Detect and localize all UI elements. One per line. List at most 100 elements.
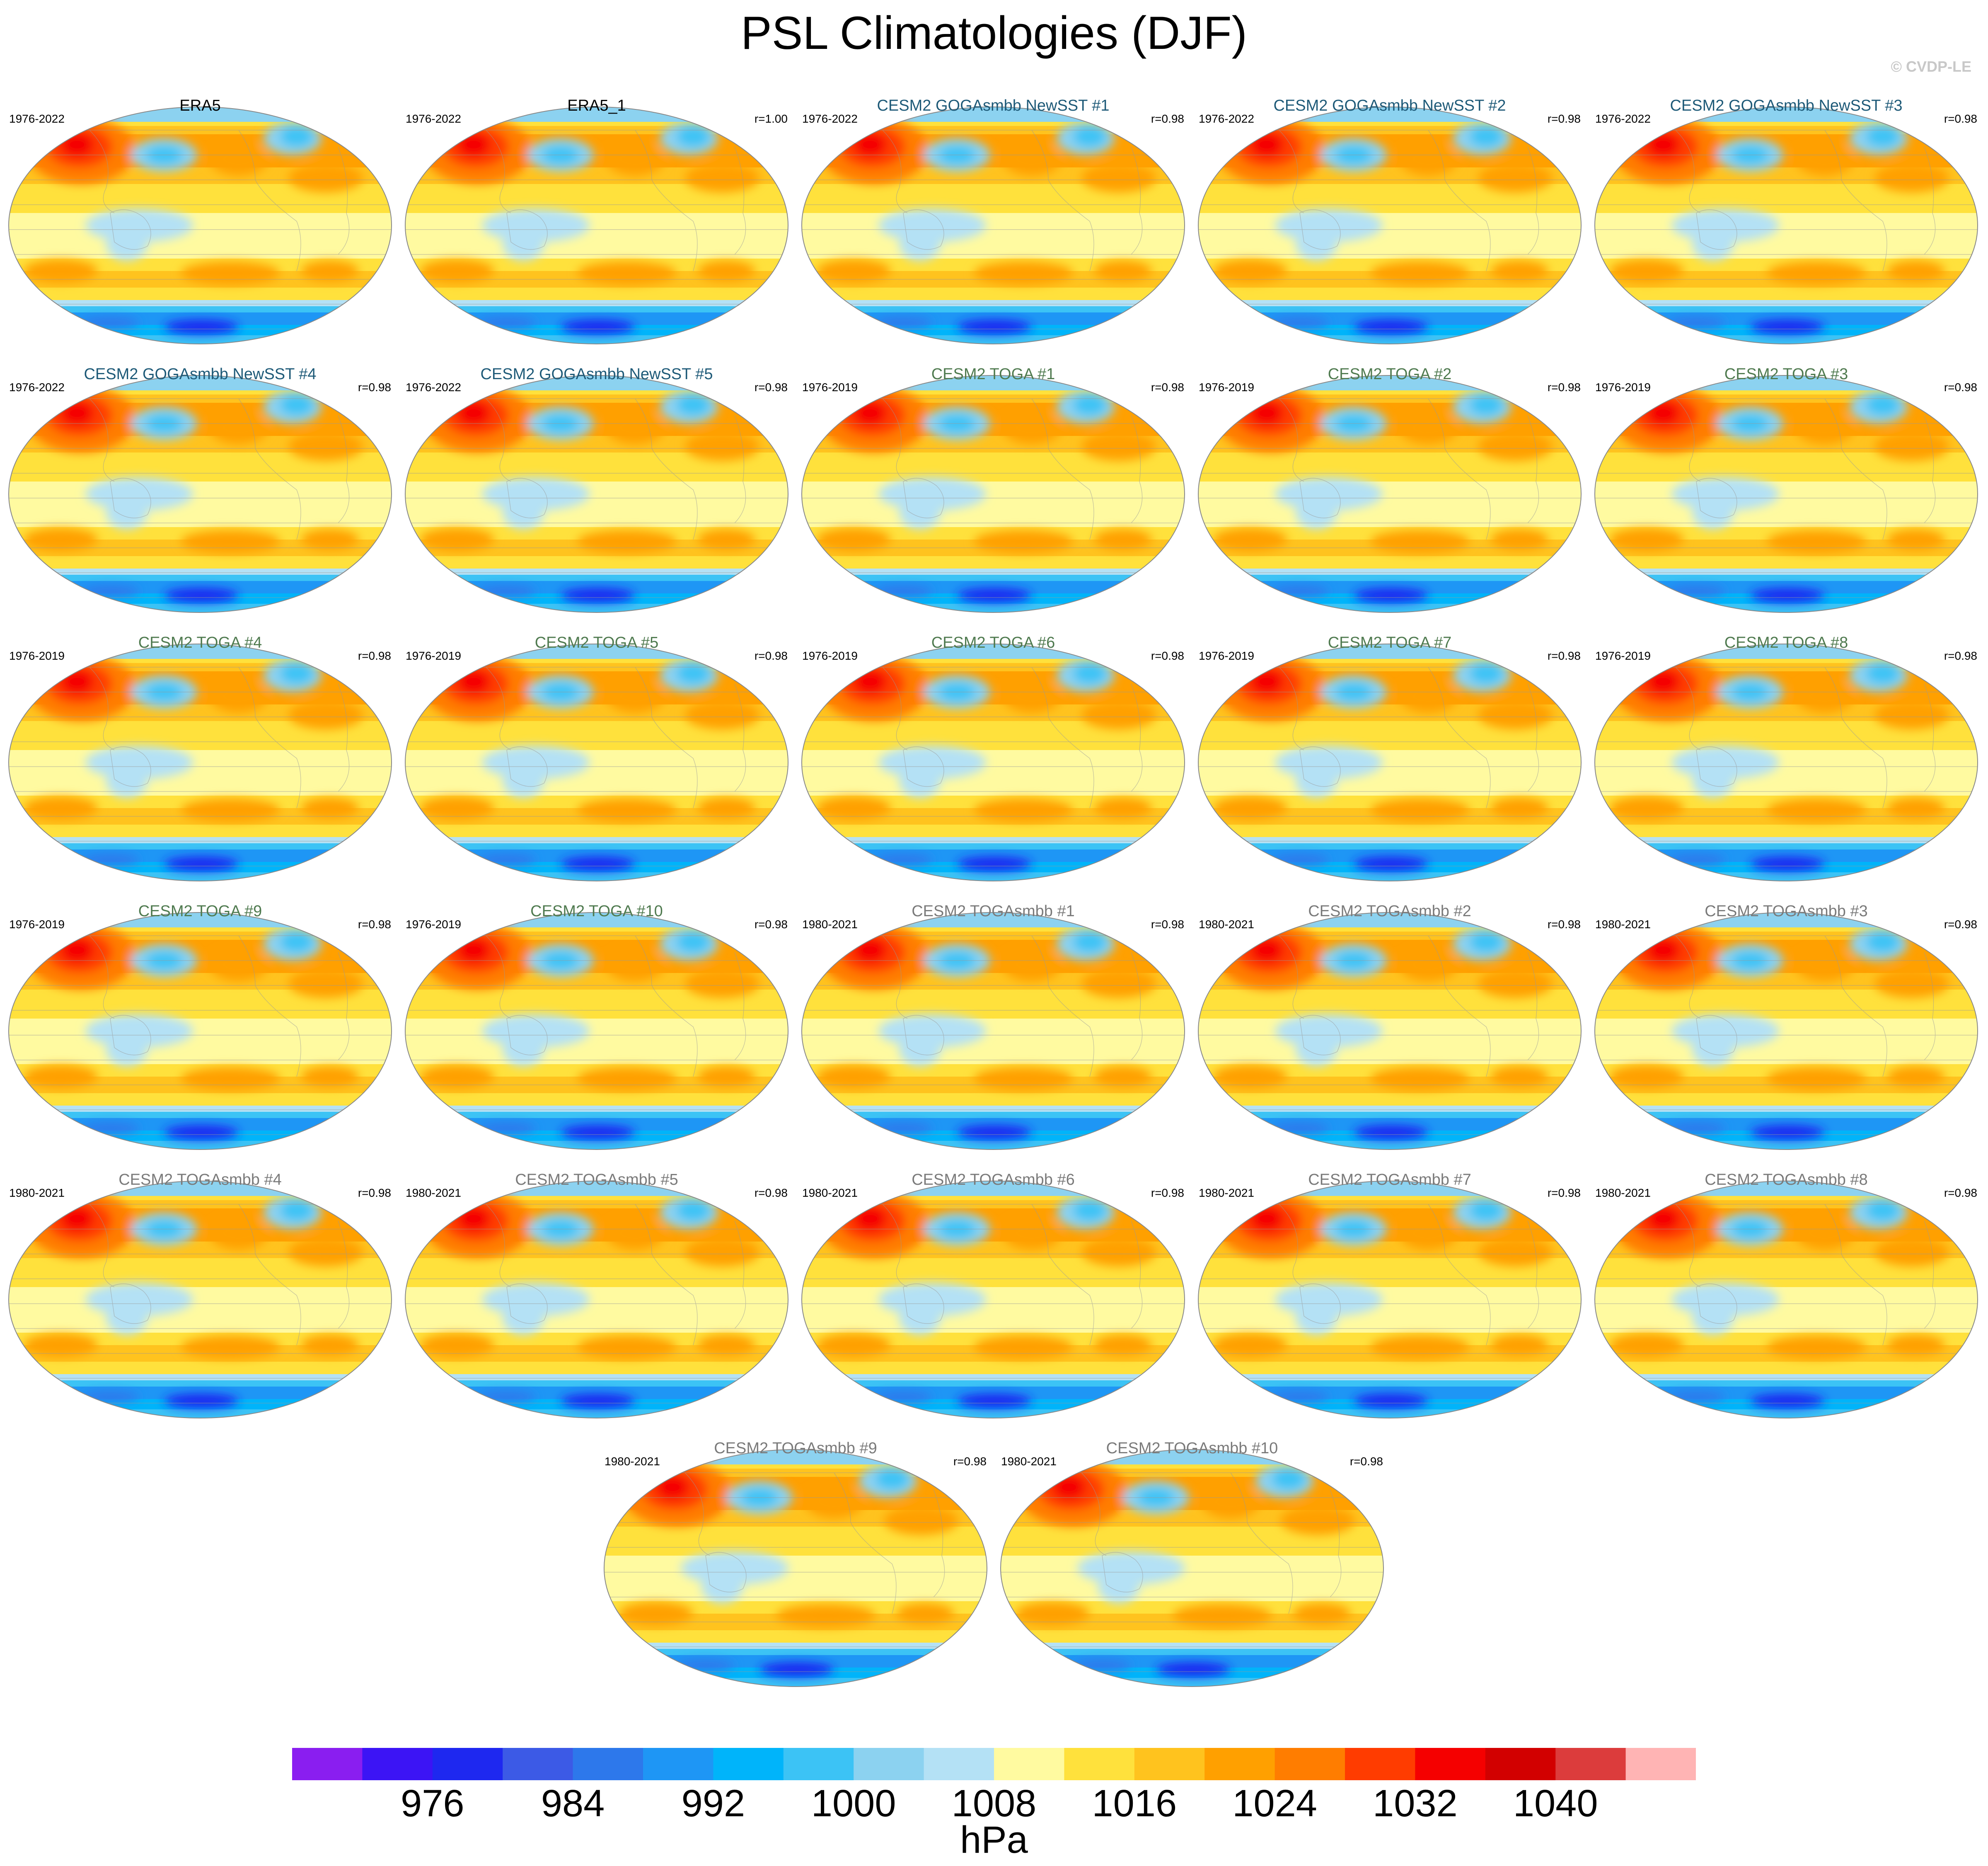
panel-years: 1976-2019: [1199, 381, 1254, 394]
psl-map: [1198, 1181, 1582, 1418]
psl-map: [801, 1181, 1185, 1418]
panel-title: CESM2 TOGAsmbb #7: [1308, 1171, 1471, 1188]
map-panel: CESM2 TOGA #8 1976-2019 r=0.98: [1589, 632, 1983, 898]
psl-map: [1594, 375, 1978, 613]
colorbar-swatch: [432, 1748, 503, 1780]
panel-correlation: r=0.98: [1547, 649, 1581, 662]
psl-map: [405, 375, 788, 613]
colorbar-tick-label: 1008: [951, 1782, 1037, 1825]
colorbar-swatch: [1555, 1748, 1626, 1780]
map-panel: CESM2 GOGAsmbb NewSST #5 1976-2022 r=0.98: [400, 364, 793, 629]
panel-years: 1980-2021: [1001, 1455, 1057, 1468]
panel-years: 1980-2021: [1199, 1186, 1254, 1199]
map-panel: CESM2 TOGAsmbb #4 1980-2021 r=0.98: [3, 1169, 397, 1435]
psl-map: [1594, 912, 1978, 1150]
panel-years: 1976-2019: [9, 649, 65, 662]
panel-years: 1976-2019: [9, 918, 65, 931]
colorbar-tick-label: 984: [541, 1782, 605, 1825]
panel-title: CESM2 TOGAsmbb #6: [912, 1171, 1075, 1188]
colorbar-swatch: [503, 1748, 573, 1780]
colorbar-swatch: [854, 1748, 924, 1780]
panel-years: 1976-2019: [802, 381, 858, 394]
psl-map: [8, 644, 392, 881]
colorbar-swatch: [573, 1748, 643, 1780]
panel-correlation: r=0.98: [1944, 112, 1977, 125]
colorbar-tick-label: 1040: [1513, 1782, 1598, 1825]
map-panel: CESM2 TOGAsmbb #8 1980-2021 r=0.98: [1589, 1169, 1983, 1435]
psl-map: [8, 106, 392, 344]
map-panel: CESM2 TOGAsmbb #2 1980-2021 r=0.98: [1193, 901, 1587, 1166]
colorbar-swatch: [1064, 1748, 1135, 1780]
panel-correlation: r=0.98: [1151, 112, 1184, 125]
map-panel: CESM2 TOGAsmbb #5 1980-2021 r=0.98: [400, 1169, 793, 1435]
panel-title: CESM2 TOGAsmbb #9: [714, 1440, 877, 1457]
colorbar-swatch: [643, 1748, 713, 1780]
psl-map: [801, 644, 1185, 881]
map-panel: CESM2 TOGAsmbb #7 1980-2021 r=0.98: [1193, 1169, 1587, 1435]
panel-correlation: r=0.98: [1151, 381, 1184, 394]
colorbar-swatch: [1275, 1748, 1345, 1780]
psl-map: [1198, 644, 1582, 881]
panel-years: 1980-2021: [1595, 1186, 1651, 1199]
panel-title: CESM2 TOGAsmbb #8: [1705, 1171, 1868, 1188]
panel-years: 1976-2019: [802, 649, 858, 662]
panel-title: CESM2 TOGA #6: [931, 634, 1055, 651]
map-panel: CESM2 GOGAsmbb NewSST #1 1976-2022 r=0.98: [796, 95, 1190, 361]
panel-correlation: r=0.98: [358, 1186, 391, 1199]
panel-title: CESM2 TOGAsmbb #10: [1106, 1440, 1278, 1457]
psl-map: [1198, 912, 1582, 1150]
panel-title: CESM2 TOGA #4: [138, 634, 262, 651]
panel-title: CESM2 TOGA #5: [534, 634, 659, 651]
colorbar: [292, 1748, 1696, 1780]
colorbar-swatch: [1625, 1748, 1696, 1780]
panel-correlation: r=0.98: [358, 381, 391, 394]
panel-years: 1980-2021: [802, 918, 858, 931]
panel-years: 1976-2022: [802, 112, 858, 125]
psl-map: [405, 912, 788, 1150]
panel-title: CESM2 GOGAsmbb NewSST #1: [877, 97, 1110, 114]
colorbar-tick-label: 976: [401, 1782, 464, 1825]
panel-years: 1976-2022: [1595, 112, 1651, 125]
psl-map: [1000, 1449, 1384, 1687]
map-panel: CESM2 TOGA #7 1976-2019 r=0.98: [1193, 632, 1587, 898]
panel-title: CESM2 TOGA #2: [1328, 365, 1452, 383]
panel-title: CESM2 TOGAsmbb #1: [912, 903, 1075, 920]
map-panel: CESM2 GOGAsmbb NewSST #2 1976-2022 r=0.98: [1193, 95, 1587, 361]
panel-correlation: r=0.98: [953, 1455, 987, 1468]
psl-map: [801, 106, 1185, 344]
panel-years: 1980-2021: [406, 1186, 461, 1199]
panel-years: 1976-2022: [9, 381, 65, 394]
colorbar-swatch: [1415, 1748, 1486, 1780]
psl-map: [801, 375, 1185, 613]
panel-years: 1980-2021: [9, 1186, 65, 1199]
panel-correlation: r=0.98: [1547, 381, 1581, 394]
colorbar-swatch: [1345, 1748, 1415, 1780]
panel-correlation: r=0.98: [754, 1186, 788, 1199]
colorbar-swatch: [1204, 1748, 1275, 1780]
colorbar-tick-label: 1032: [1373, 1782, 1458, 1825]
panel-correlation: r=0.98: [754, 918, 788, 931]
panel-correlation: r=0.98: [754, 649, 788, 662]
panel-correlation: r=0.98: [1547, 112, 1581, 125]
colorbar-tick-label: 1000: [811, 1782, 896, 1825]
psl-map: [801, 912, 1185, 1150]
panel-correlation: r=0.98: [1944, 649, 1977, 662]
psl-map: [1198, 375, 1582, 613]
panel-correlation: r=0.98: [358, 918, 391, 931]
panel-years: 1976-2022: [9, 112, 65, 125]
psl-map: [405, 644, 788, 881]
psl-map: [8, 1181, 392, 1418]
map-panel: CESM2 GOGAsmbb NewSST #4 1976-2022 r=0.98: [3, 364, 397, 629]
panel-correlation: r=1.00: [754, 112, 788, 125]
psl-map: [1198, 106, 1582, 344]
panel-title: CESM2 TOGA #7: [1328, 634, 1452, 651]
panel-title: CESM2 TOGA #1: [931, 365, 1055, 383]
colorbar-tick-label: 992: [681, 1782, 745, 1825]
map-panel: CESM2 TOGAsmbb #10 1980-2021 r=0.98: [995, 1438, 1389, 1703]
panel-title: CESM2 GOGAsmbb NewSST #3: [1670, 97, 1903, 114]
panel-title: ERA5_1: [567, 97, 626, 114]
map-panel: CESM2 TOGAsmbb #9 1980-2021 r=0.98: [599, 1438, 992, 1703]
panel-years: 1976-2019: [1595, 381, 1651, 394]
map-panel: CESM2 TOGA #2 1976-2019 r=0.98: [1193, 364, 1587, 629]
colorbar-swatch: [924, 1748, 994, 1780]
